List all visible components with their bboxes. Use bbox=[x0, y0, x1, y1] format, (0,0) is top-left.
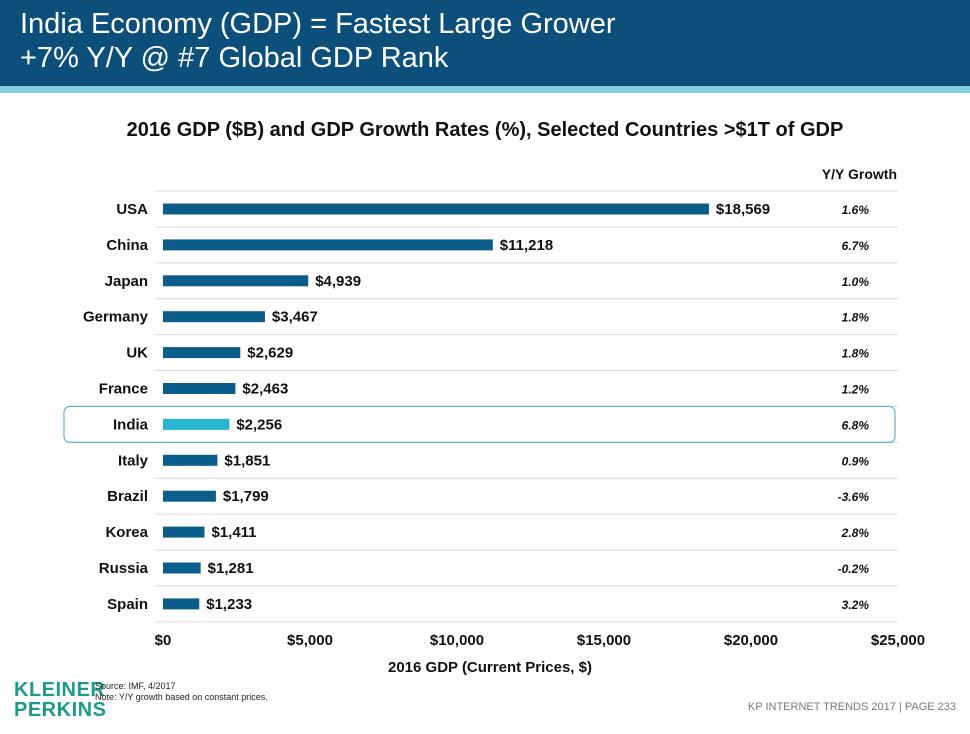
growth-value: 1.8% bbox=[842, 347, 870, 361]
growth-column-header: Y/Y Growth bbox=[822, 166, 897, 182]
category-label: Brazil bbox=[107, 488, 148, 505]
x-tick-label: $5,000 bbox=[287, 632, 333, 649]
value-label: $1,799 bbox=[223, 488, 269, 505]
header-accent-stripe bbox=[0, 86, 970, 93]
value-label: $3,467 bbox=[272, 309, 318, 326]
growth-value: 1.2% bbox=[842, 383, 870, 397]
value-label: $2,463 bbox=[242, 381, 288, 398]
bar bbox=[163, 418, 230, 430]
x-tick-label: $10,000 bbox=[430, 632, 484, 649]
growth-value: 6.7% bbox=[842, 239, 870, 253]
india-highlight-box bbox=[63, 405, 896, 443]
value-label: $1,281 bbox=[208, 560, 254, 577]
bar bbox=[163, 490, 216, 502]
source-note: Source: IMF, 4/2017 Note: Y/Y growth bas… bbox=[95, 681, 268, 703]
category-label: China bbox=[106, 237, 148, 254]
bar bbox=[163, 203, 709, 215]
category-label: USA bbox=[116, 201, 148, 218]
category-label: Japan bbox=[105, 273, 148, 290]
bar bbox=[163, 526, 205, 538]
category-label: Spain bbox=[107, 596, 148, 613]
growth-value: 1.6% bbox=[842, 203, 870, 217]
value-label: $4,939 bbox=[315, 273, 361, 290]
category-label: Russia bbox=[99, 560, 149, 577]
bar bbox=[163, 454, 218, 466]
bar bbox=[163, 275, 309, 287]
value-label: $2,256 bbox=[236, 416, 282, 433]
x-tick-label: $25,000 bbox=[871, 632, 925, 649]
chart-title: 2016 GDP ($B) and GDP Growth Rates (%), … bbox=[126, 119, 844, 141]
kleiner-perkins-logo: KLEINER PERKINS bbox=[14, 680, 106, 720]
logo-line-1: KLEINER bbox=[14, 679, 106, 701]
category-label: Italy bbox=[118, 452, 149, 469]
growth-value: -0.2% bbox=[838, 562, 870, 576]
value-label: $1,233 bbox=[206, 596, 252, 613]
slide-header: India Economy (GDP) = Fastest Large Grow… bbox=[0, 0, 970, 86]
category-label: UK bbox=[126, 345, 148, 362]
growth-value: 3.2% bbox=[842, 598, 870, 612]
category-label: France bbox=[99, 381, 148, 398]
bar bbox=[163, 311, 265, 323]
category-label: India bbox=[113, 416, 149, 433]
value-label: $1,411 bbox=[211, 524, 256, 541]
bar bbox=[163, 562, 201, 574]
value-label: $1,851 bbox=[224, 452, 270, 469]
category-label: Korea bbox=[105, 524, 148, 541]
header-title-line-2: +7% Y/Y @ #7 Global GDP Rank bbox=[20, 42, 449, 74]
bar bbox=[163, 239, 493, 251]
growth-value: 0.9% bbox=[842, 454, 870, 468]
bar bbox=[163, 598, 200, 610]
growth-value: 1.8% bbox=[842, 311, 870, 325]
growth-value: -3.6% bbox=[838, 490, 870, 504]
growth-value: 1.0% bbox=[842, 275, 870, 289]
note-line: Note: Y/Y growth based on constant price… bbox=[95, 692, 268, 702]
header-title-line-1: India Economy (GDP) = Fastest Large Grow… bbox=[20, 8, 616, 40]
x-axis-label: 2016 GDP (Current Prices, $) bbox=[388, 659, 592, 676]
page-footer: KP INTERNET TRENDS 2017 | PAGE 233 bbox=[747, 701, 956, 713]
growth-value: 6.8% bbox=[842, 418, 870, 432]
x-tick-label: $0 bbox=[155, 632, 172, 649]
bar bbox=[163, 347, 241, 359]
x-tick-label: $15,000 bbox=[577, 632, 631, 649]
x-tick-label: $20,000 bbox=[724, 632, 778, 649]
value-label: $2,629 bbox=[247, 345, 293, 362]
bar bbox=[163, 383, 236, 394]
source-line: Source: IMF, 4/2017 bbox=[95, 681, 176, 691]
logo-line-2: PERKINS bbox=[14, 699, 107, 721]
growth-value: 2.8% bbox=[841, 526, 870, 540]
value-label: $18,569 bbox=[716, 201, 770, 218]
value-label: $11,218 bbox=[500, 237, 553, 254]
category-label: Germany bbox=[83, 309, 149, 326]
